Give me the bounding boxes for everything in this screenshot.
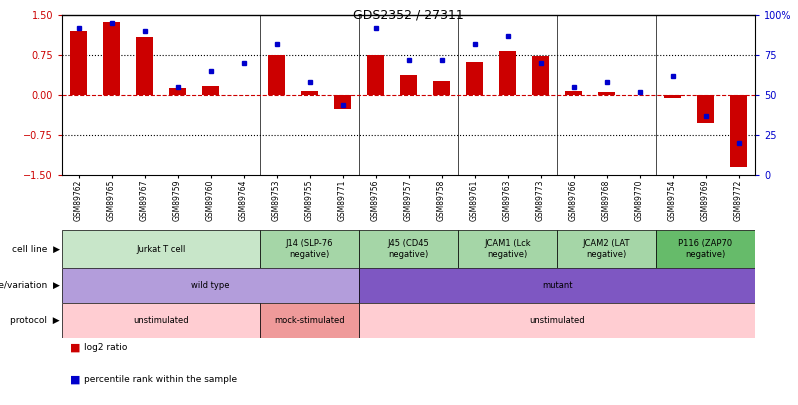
Bar bbox=[458, 230, 557, 268]
Bar bbox=[359, 230, 458, 268]
Text: percentile rank within the sample: percentile rank within the sample bbox=[84, 375, 237, 384]
Bar bbox=[557, 230, 656, 268]
Text: mock-stimulated: mock-stimulated bbox=[275, 316, 345, 325]
Bar bbox=[260, 230, 359, 268]
Text: GDS2352 / 27311: GDS2352 / 27311 bbox=[354, 8, 464, 21]
Bar bbox=[260, 303, 359, 338]
Text: mutant: mutant bbox=[542, 281, 572, 290]
Text: unstimulated: unstimulated bbox=[133, 316, 189, 325]
Text: Jurkat T cell: Jurkat T cell bbox=[136, 245, 186, 254]
Bar bbox=[359, 268, 755, 303]
Text: protocol  ▶: protocol ▶ bbox=[10, 316, 60, 325]
Text: JCAM2 (LAT
negative): JCAM2 (LAT negative) bbox=[583, 239, 630, 259]
Bar bbox=[70, 31, 87, 95]
Text: log2 ratio: log2 ratio bbox=[84, 343, 128, 352]
Bar bbox=[433, 81, 450, 95]
Text: ■: ■ bbox=[70, 375, 81, 385]
Bar bbox=[334, 95, 351, 109]
Bar bbox=[268, 55, 285, 95]
Text: wild type: wild type bbox=[192, 281, 230, 290]
Text: genotype/variation  ▶: genotype/variation ▶ bbox=[0, 281, 60, 290]
Text: cell line  ▶: cell line ▶ bbox=[12, 245, 60, 254]
Text: JCAM1 (Lck
negative): JCAM1 (Lck negative) bbox=[484, 239, 531, 259]
Bar bbox=[664, 95, 681, 98]
Text: P116 (ZAP70
negative): P116 (ZAP70 negative) bbox=[678, 239, 733, 259]
Bar bbox=[598, 92, 614, 95]
Bar bbox=[359, 303, 755, 338]
Bar bbox=[136, 37, 152, 95]
Bar bbox=[565, 91, 582, 95]
Text: ■: ■ bbox=[70, 343, 81, 353]
Bar bbox=[62, 230, 260, 268]
Bar bbox=[169, 87, 186, 95]
Bar bbox=[730, 95, 747, 167]
Bar bbox=[466, 62, 483, 95]
Bar bbox=[202, 86, 219, 95]
Bar bbox=[302, 91, 318, 95]
Bar bbox=[367, 55, 384, 95]
Text: J45 (CD45
negative): J45 (CD45 negative) bbox=[388, 239, 429, 259]
Bar bbox=[532, 56, 549, 95]
Text: unstimulated: unstimulated bbox=[529, 316, 585, 325]
Text: J14 (SLP-76
negative): J14 (SLP-76 negative) bbox=[286, 239, 334, 259]
Bar bbox=[656, 230, 755, 268]
Bar bbox=[500, 51, 516, 95]
Bar bbox=[697, 95, 713, 123]
Bar bbox=[103, 22, 120, 95]
Bar bbox=[401, 75, 417, 95]
Bar bbox=[62, 268, 359, 303]
Bar bbox=[62, 303, 260, 338]
